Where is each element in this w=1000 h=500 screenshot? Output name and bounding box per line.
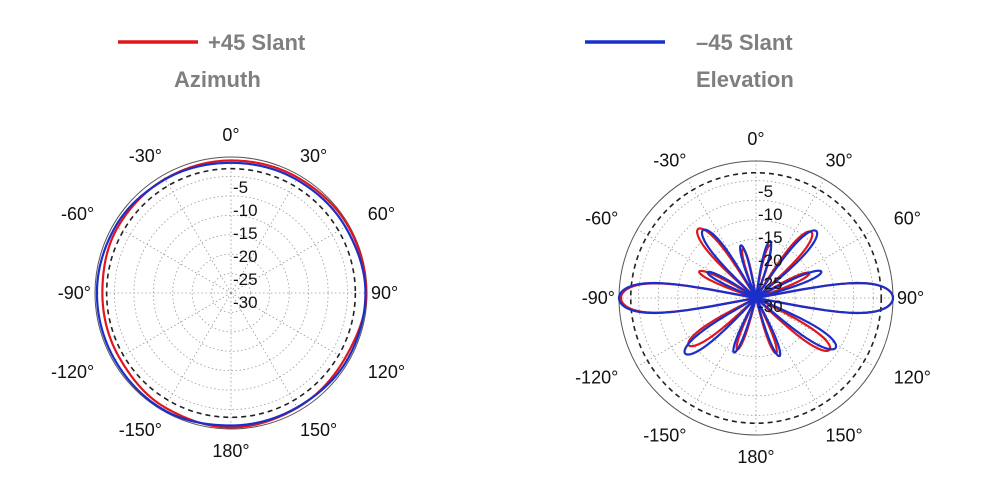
grid-ring-3 bbox=[696, 238, 816, 358]
grid-ring-5 bbox=[657, 199, 855, 397]
ring-tick-label: -25 bbox=[233, 270, 258, 289]
angle-tick-label: 150° bbox=[300, 420, 337, 440]
angle-tick-label: -150° bbox=[119, 420, 162, 440]
grid-spoke bbox=[230, 175, 300, 294]
ring-tick-label: -5 bbox=[233, 178, 248, 197]
ring-tick-label: -10 bbox=[758, 205, 783, 224]
ring-tick-label: -20 bbox=[233, 247, 258, 266]
legend: +45 Slant –45 Slant bbox=[118, 30, 793, 55]
grid-ring-2 bbox=[716, 258, 796, 338]
grid-ring-2 bbox=[191, 253, 271, 333]
angle-tick-label: 30° bbox=[826, 150, 853, 170]
ring-tick-label: -15 bbox=[758, 228, 783, 247]
angle-tick-label: 30° bbox=[300, 146, 327, 166]
grid-spoke bbox=[162, 292, 232, 411]
grid-spoke bbox=[113, 224, 232, 294]
angle-tick-label: 0° bbox=[747, 129, 764, 149]
grid-spoke bbox=[687, 179, 757, 299]
angle-tick-label: -30° bbox=[653, 150, 686, 170]
angle-tick-label: -90° bbox=[58, 283, 91, 303]
angle-tick-label: 120° bbox=[368, 362, 405, 382]
ring-tick-label: -15 bbox=[233, 224, 258, 243]
grid-ring-4 bbox=[152, 214, 310, 372]
angle-tick-label: -30° bbox=[129, 146, 162, 166]
ring-tick-label: -5 bbox=[758, 182, 773, 201]
series-line-plus45-azimuth bbox=[101, 159, 368, 429]
legend-label-plus45: +45 Slant bbox=[208, 30, 306, 55]
angle-tick-label: 180° bbox=[737, 447, 774, 467]
angle-tick-label: -150° bbox=[643, 426, 686, 446]
angle-tick-label: 90° bbox=[371, 283, 398, 303]
grid-spoke bbox=[230, 292, 349, 362]
angle-tick-label: 180° bbox=[212, 441, 249, 461]
ring-tick-label: -30 bbox=[233, 293, 258, 312]
angle-tick-label: 60° bbox=[368, 204, 395, 224]
grid-spoke bbox=[755, 179, 825, 299]
grid-ring-4 bbox=[677, 219, 835, 377]
series-line-minus45-elevation bbox=[617, 228, 895, 358]
grid-spoke bbox=[230, 292, 300, 411]
angle-tick-label: -90° bbox=[582, 288, 615, 308]
grid-ring-1 bbox=[736, 278, 776, 318]
grid-ring-3 bbox=[172, 234, 290, 352]
angle-tick-label: -120° bbox=[51, 362, 94, 382]
angle-tick-label: 0° bbox=[222, 125, 239, 145]
legend-label-minus45: –45 Slant bbox=[696, 30, 793, 55]
grid-spoke bbox=[637, 229, 757, 299]
angle-tick-label: 150° bbox=[826, 426, 863, 446]
angle-tick-label: -120° bbox=[575, 368, 618, 388]
grid-ring-1 bbox=[211, 273, 251, 313]
reference-circle bbox=[629, 171, 883, 425]
ring-tick-label: -30 bbox=[758, 297, 783, 316]
polar-chart-elevation: 0° 30° 60° 90° 120° 150° 180° -150° -120° -90° -60… bbox=[575, 129, 931, 467]
grid-spoke bbox=[113, 292, 232, 362]
angle-tick-label: -60° bbox=[61, 204, 94, 224]
polar-chart-azimuth: 0° 30° 60° 90° 120° 150° 180° -150° -120° -90° -60… bbox=[51, 125, 405, 461]
chart-title-azimuth: Azimuth bbox=[174, 67, 261, 92]
grid-spoke bbox=[687, 297, 757, 417]
grid-spoke bbox=[755, 229, 875, 299]
series-line-minus45-azimuth bbox=[95, 161, 367, 427]
grid-spoke bbox=[755, 297, 825, 417]
reference-circle bbox=[105, 167, 357, 419]
ring-tick-label: -10 bbox=[233, 201, 258, 220]
angle-tick-label: -60° bbox=[585, 209, 618, 229]
angle-tick-label: 120° bbox=[894, 368, 931, 388]
angle-tick-label: 90° bbox=[897, 288, 924, 308]
grid-spoke bbox=[230, 224, 349, 294]
ring-tick-label: -25 bbox=[758, 274, 783, 293]
chart-title-elevation: Elevation bbox=[696, 67, 794, 92]
grid-spoke bbox=[162, 175, 232, 294]
ring-tick-label: -20 bbox=[758, 251, 783, 270]
angle-tick-label: 60° bbox=[894, 209, 921, 229]
